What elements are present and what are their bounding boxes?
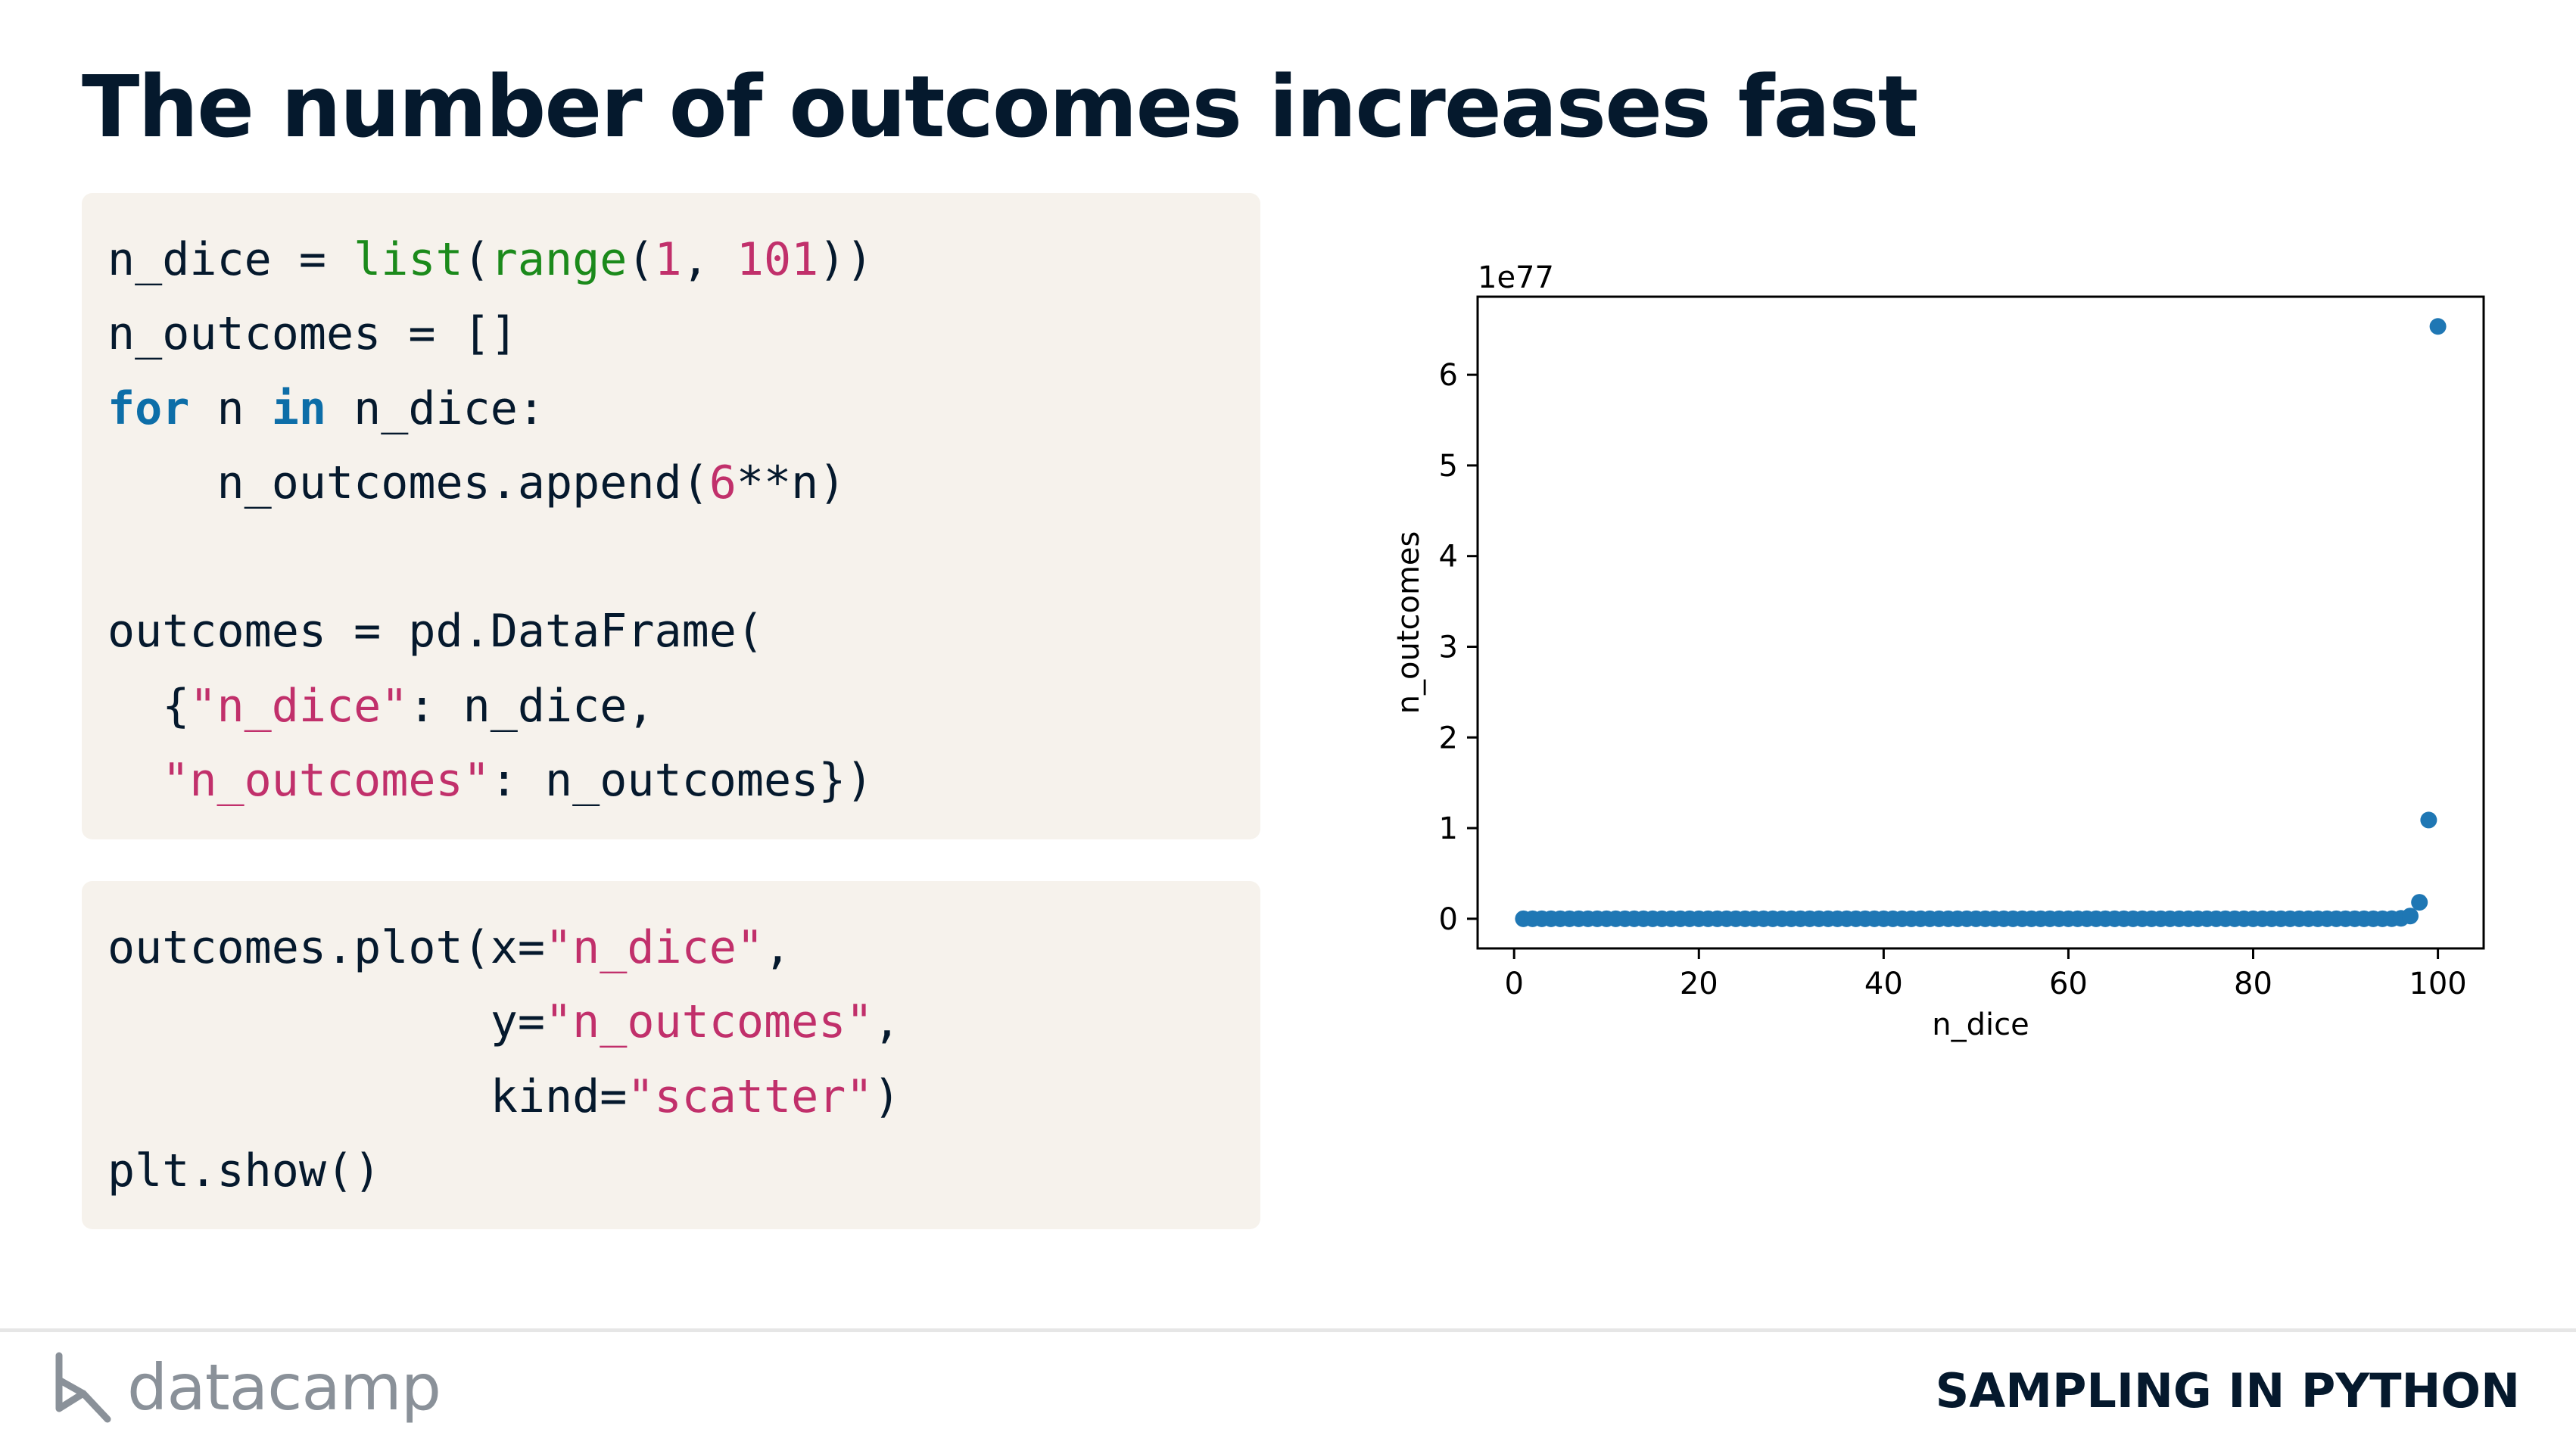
code-token: n_outcomes = [] bbox=[107, 307, 518, 361]
code-token: "n_dice" bbox=[189, 679, 409, 733]
code-line: n_outcomes.append(6**n) bbox=[107, 446, 1260, 520]
code-line: for n in n_dice: bbox=[107, 372, 1260, 446]
code-token: ( bbox=[463, 233, 491, 286]
code-token: for bbox=[107, 381, 190, 435]
code-line: "n_outcomes": n_outcomes}) bbox=[107, 743, 1260, 817]
slide-title: The number of outcomes increases fast bbox=[82, 58, 1918, 157]
code-token: outcomes = pd.DataFrame( bbox=[107, 605, 764, 659]
code-token: ( bbox=[627, 233, 655, 286]
x-tick-label: 0 bbox=[1504, 967, 1523, 1001]
datacamp-logo: datacamp bbox=[53, 1346, 441, 1429]
code-line: n_dice = list(range(1, 101)) bbox=[107, 223, 1260, 297]
y-offset-label: 1e77 bbox=[1478, 260, 1554, 295]
code-token: n_outcomes.append( bbox=[107, 456, 709, 509]
x-axis-label: n_dice bbox=[1932, 1007, 2029, 1042]
code-line: kind="scatter") bbox=[107, 1060, 1260, 1134]
code-token: )) bbox=[818, 233, 874, 286]
y-axis-label: n_outcomes bbox=[1391, 531, 1426, 715]
y-tick-label: 6 bbox=[1439, 358, 1458, 393]
plot-frame bbox=[1476, 295, 2485, 950]
code-token: 1 bbox=[654, 233, 682, 286]
code-token: "scatter" bbox=[627, 1070, 874, 1123]
code-token: y= bbox=[107, 995, 545, 1049]
x-tick-label: 80 bbox=[2234, 967, 2272, 1001]
datacamp-logo-icon bbox=[55, 1352, 111, 1423]
code-token: outcomes.plot(x= bbox=[107, 921, 545, 974]
y-tick-label: 1 bbox=[1439, 811, 1458, 846]
brand-name: datacamp bbox=[127, 1350, 441, 1425]
code-token: kind= bbox=[107, 1070, 628, 1123]
code-token: : n_dice, bbox=[408, 679, 655, 733]
code-token: 101 bbox=[736, 233, 819, 286]
y-tick-label: 0 bbox=[1439, 902, 1458, 937]
course-name: SAMPLING IN PYTHON bbox=[1935, 1363, 2520, 1418]
scatter-point bbox=[2411, 894, 2428, 911]
scatter-point bbox=[2420, 811, 2437, 829]
x-tick-label: 40 bbox=[1864, 967, 1903, 1001]
code-token: plt.show() bbox=[107, 1144, 382, 1197]
x-tick-label: 20 bbox=[1680, 967, 1718, 1001]
y-tick-label: 2 bbox=[1439, 721, 1458, 755]
code-line: n_outcomes = [] bbox=[107, 297, 1260, 371]
code-token: "n_dice" bbox=[544, 921, 764, 974]
code-token: , bbox=[763, 921, 792, 974]
code-token: ) bbox=[873, 1070, 901, 1123]
code-token: n bbox=[189, 381, 272, 435]
footer-divider bbox=[0, 1328, 2576, 1332]
code-token: n_dice = bbox=[107, 233, 354, 286]
code-block-plot: outcomes.plot(x="n_dice", y="n_outcomes"… bbox=[82, 881, 1260, 1229]
y-tick-label: 4 bbox=[1439, 540, 1458, 574]
code-token: "n_outcomes" bbox=[162, 754, 491, 808]
code-line: outcomes = pd.DataFrame( bbox=[107, 594, 1260, 668]
code-token: n_dice: bbox=[326, 381, 545, 435]
code-token: range bbox=[490, 233, 628, 286]
code-line: outcomes.plot(x="n_dice", bbox=[107, 911, 1260, 985]
code-token: { bbox=[107, 679, 190, 733]
scatter-point bbox=[2429, 318, 2447, 335]
code-token: , bbox=[681, 233, 737, 286]
code-block-data-setup: n_dice = list(range(1, 101)) n_outcomes =… bbox=[82, 193, 1260, 839]
code-token: 6 bbox=[709, 456, 737, 509]
code-line: y="n_outcomes", bbox=[107, 985, 1260, 1059]
code-token: , bbox=[873, 995, 901, 1049]
code-token: **n) bbox=[736, 456, 846, 509]
code-token: : n_outcomes}) bbox=[490, 754, 874, 808]
code-line: {"n_dice": n_dice, bbox=[107, 669, 1260, 743]
scatter-point bbox=[2401, 908, 2419, 925]
code-line: plt.show() bbox=[107, 1134, 1260, 1208]
y-tick-label: 3 bbox=[1439, 630, 1458, 665]
code-token: list bbox=[354, 233, 463, 286]
x-tick-label: 60 bbox=[2049, 967, 2088, 1001]
code-token: in bbox=[271, 381, 326, 435]
x-tick-label: 100 bbox=[2409, 967, 2466, 1001]
code-token: "n_outcomes" bbox=[544, 995, 874, 1049]
y-tick-label: 5 bbox=[1439, 449, 1458, 484]
